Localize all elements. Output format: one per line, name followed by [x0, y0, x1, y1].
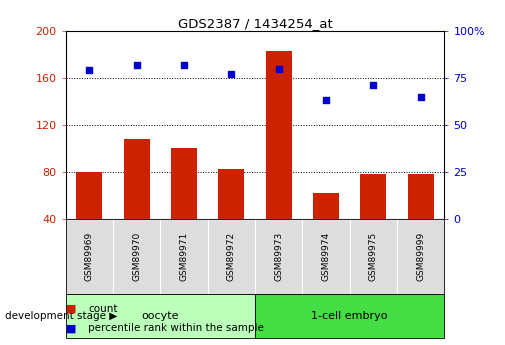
Point — [133, 62, 141, 68]
Point — [275, 66, 283, 71]
Bar — [255, 294, 444, 338]
Bar — [349, 219, 397, 294]
Text: GSM89971: GSM89971 — [179, 231, 188, 281]
Text: count: count — [88, 304, 118, 314]
Bar — [397, 219, 444, 294]
Bar — [361, 174, 386, 219]
Text: 1-cell embryo: 1-cell embryo — [312, 311, 388, 321]
Bar — [266, 51, 292, 219]
Bar — [66, 219, 113, 294]
Point — [180, 62, 188, 68]
Point — [322, 98, 330, 103]
Text: GSM89973: GSM89973 — [274, 231, 283, 281]
Text: oocyte: oocyte — [141, 311, 179, 321]
Text: ■: ■ — [66, 324, 76, 333]
Point — [85, 68, 93, 73]
Bar — [218, 169, 244, 219]
Text: ■: ■ — [66, 304, 76, 314]
Point — [417, 94, 425, 99]
Bar — [66, 294, 255, 338]
Point — [227, 71, 235, 77]
Point — [369, 83, 377, 88]
Text: GSM89975: GSM89975 — [369, 231, 378, 281]
Bar — [124, 139, 149, 219]
Bar — [408, 174, 434, 219]
Bar — [302, 219, 349, 294]
Bar — [161, 219, 208, 294]
Bar — [171, 148, 197, 219]
Bar — [208, 219, 255, 294]
Text: percentile rank within the sample: percentile rank within the sample — [88, 324, 264, 333]
Bar — [76, 172, 103, 219]
Text: GSM89999: GSM89999 — [416, 231, 425, 281]
Text: GSM89974: GSM89974 — [322, 231, 331, 281]
Bar — [255, 219, 302, 294]
Text: GSM89972: GSM89972 — [227, 231, 236, 281]
Title: GDS2387 / 1434254_at: GDS2387 / 1434254_at — [178, 17, 332, 30]
Text: development stage ▶: development stage ▶ — [5, 311, 117, 321]
Bar — [313, 193, 339, 219]
Text: GSM89969: GSM89969 — [85, 231, 94, 281]
Text: GSM89970: GSM89970 — [132, 231, 141, 281]
Bar — [113, 219, 161, 294]
